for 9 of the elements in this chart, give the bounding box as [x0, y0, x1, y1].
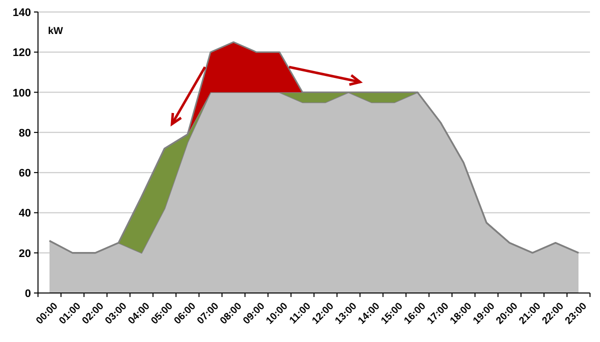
y-tick-label: 40	[18, 208, 31, 220]
y-tick-label: 60	[18, 168, 31, 180]
y-tick-label: 80	[18, 127, 31, 140]
y-tick-label: 0	[24, 288, 31, 300]
y-tick-label: 100	[12, 87, 31, 100]
y-tick-label: 140	[12, 7, 31, 19]
y-tick-label: 20	[18, 248, 31, 260]
y-tick-label: 120	[12, 47, 31, 60]
y-axis-title: kW	[48, 26, 64, 37]
